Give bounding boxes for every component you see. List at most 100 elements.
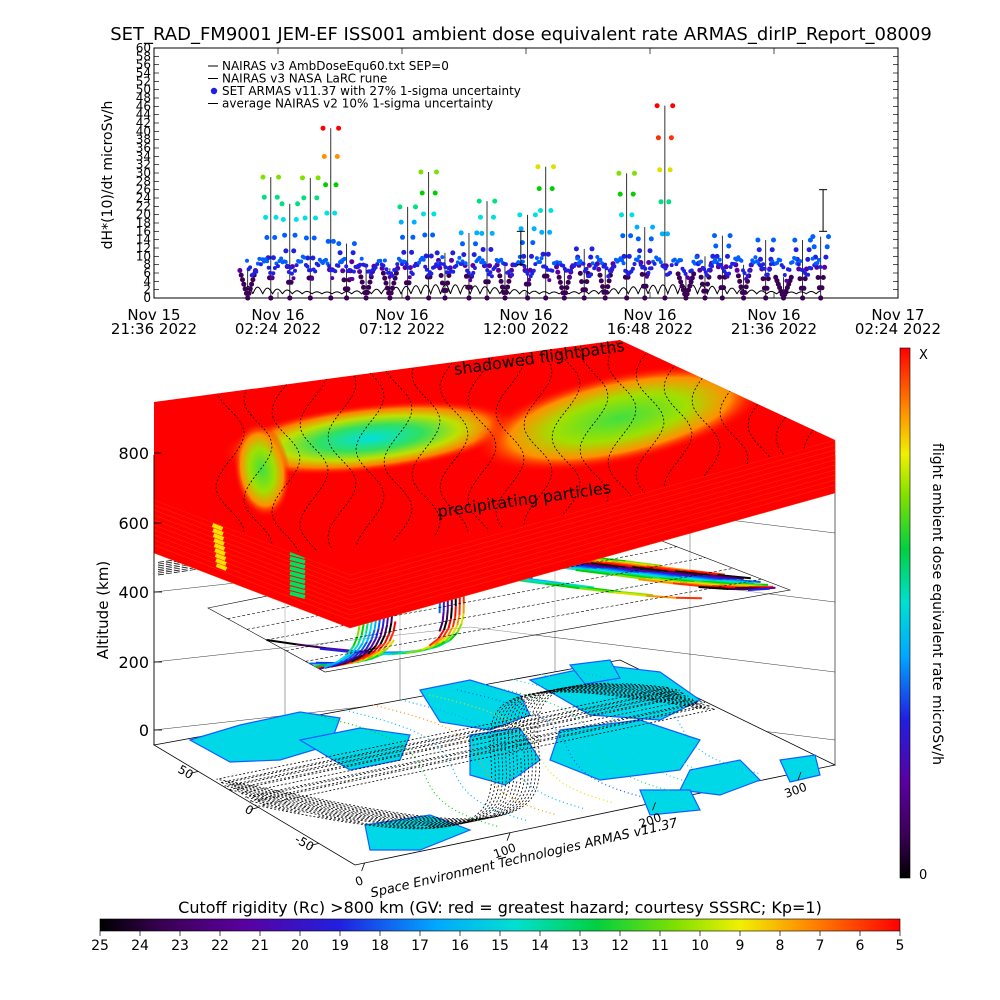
orbit-track-segment <box>710 574 744 580</box>
slab-layer-highlight <box>212 533 225 541</box>
armas-point <box>624 295 630 301</box>
armas-point <box>499 257 504 262</box>
armas-point <box>245 258 249 263</box>
armas-point <box>450 250 456 256</box>
armas-point <box>446 273 452 278</box>
armas-point <box>518 226 524 232</box>
armas-point <box>598 278 604 284</box>
armas-point <box>767 267 772 272</box>
armas-point <box>485 268 490 273</box>
z-tick-label: 0 <box>139 721 149 740</box>
armas-point <box>388 290 394 296</box>
armas-point <box>773 274 779 280</box>
armas-point <box>604 289 609 295</box>
armas-point <box>737 278 743 284</box>
colorbar-top-label: X <box>919 348 928 363</box>
armas-point <box>538 208 543 213</box>
armas-point <box>263 214 269 220</box>
armas-point <box>358 274 364 280</box>
armas-point <box>567 275 572 280</box>
armas-point <box>800 295 806 301</box>
armas-point <box>382 275 388 281</box>
colorbar-tick-label: 21 <box>251 938 269 954</box>
armas-point <box>382 258 387 263</box>
armas-point <box>717 274 723 280</box>
armas-point <box>307 295 313 301</box>
armas-point <box>279 256 284 261</box>
slab-layer-highlight <box>289 556 306 564</box>
armas-point <box>476 198 482 204</box>
orbit-track-segment <box>362 646 372 657</box>
armas-point <box>742 290 748 295</box>
armas-point <box>293 217 299 222</box>
armas-point <box>691 271 697 277</box>
armas-point <box>466 295 472 301</box>
y-tick-label: 8 <box>143 258 151 272</box>
armas-point <box>373 265 378 270</box>
armas-point <box>762 266 767 271</box>
armas-point <box>282 232 288 238</box>
armas-point <box>521 253 527 259</box>
land-mass <box>419 679 531 731</box>
orbit-track-segment <box>296 643 327 650</box>
armas-point <box>493 265 497 270</box>
armas-point <box>418 169 424 175</box>
armas-point <box>543 295 549 301</box>
armas-point <box>405 295 411 301</box>
slab-track <box>215 361 245 561</box>
colorbar-tick-label: 8 <box>776 938 785 954</box>
armas-point <box>679 283 685 289</box>
orbit-track-segment <box>357 648 367 658</box>
armas-point <box>569 268 573 273</box>
armas-point <box>411 219 417 225</box>
colorbar-tick-label: 16 <box>451 938 469 954</box>
orbit-track-segment <box>361 651 374 660</box>
armas-point <box>439 280 445 286</box>
legend-marker <box>210 87 218 95</box>
orbit-track-segment <box>369 620 373 632</box>
armas-point <box>658 260 663 265</box>
armas-point <box>473 241 478 247</box>
colorbar-tick-label: 7 <box>816 938 825 954</box>
ground-track <box>231 684 684 822</box>
armas-point <box>401 249 407 255</box>
armas-point <box>324 210 330 216</box>
chart-title: SET_RAD_FM9001 JEM-EF ISS001 ambient dos… <box>110 24 932 45</box>
armas-point <box>555 269 561 275</box>
armas-point <box>598 257 603 262</box>
armas-point <box>792 237 798 243</box>
armas-point <box>351 269 356 274</box>
armas-point <box>734 267 740 273</box>
y-tick-label: 32 <box>136 158 151 172</box>
armas-point <box>531 268 536 273</box>
armas-point <box>650 224 656 230</box>
low-rigidity-zone-east <box>472 364 768 472</box>
armas-point <box>823 254 829 260</box>
armas-point <box>617 191 623 197</box>
slab-layer-highlight <box>215 558 227 566</box>
armas-point <box>616 170 622 176</box>
colorbar-tick-label: 18 <box>371 938 389 954</box>
armas-point <box>765 276 771 282</box>
armas-point <box>596 266 602 272</box>
orbit-track-segment <box>653 571 689 578</box>
back-grid-line <box>153 626 471 663</box>
armas-point <box>769 247 775 253</box>
x-tick-time: 07:12 2022 <box>359 320 445 338</box>
orbit-track-segment <box>624 572 661 580</box>
armas-point <box>497 273 503 279</box>
armas-point <box>314 195 320 201</box>
armas-point <box>265 259 270 264</box>
armas-point <box>714 253 720 259</box>
x-tick-day: Nov 16 <box>499 306 552 324</box>
x-tick-time: 12:00 2022 <box>483 320 569 338</box>
altitude-axis: 0 200 400 600 800 <box>118 444 162 745</box>
armas-point <box>675 271 681 277</box>
armas-point <box>759 265 764 270</box>
armas-point <box>532 212 538 218</box>
armas-point <box>449 257 454 263</box>
armas-point <box>590 261 595 266</box>
ground-flight-tracks <box>216 668 759 830</box>
armas-point <box>820 275 826 280</box>
armas-point <box>241 281 247 287</box>
